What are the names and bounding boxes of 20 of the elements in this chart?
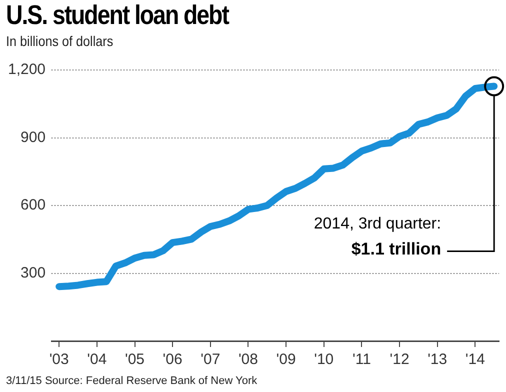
chart-title: U.S. student loan debt — [6, 0, 228, 31]
x-tick-label: '05 — [124, 351, 145, 368]
x-tick-label: '06 — [162, 351, 182, 368]
y-tick-label: 600 — [20, 196, 46, 214]
x-tick-label: '13 — [428, 351, 448, 368]
x-tick-label: '10 — [314, 351, 334, 368]
y-tick-label: 1,200 — [8, 61, 46, 78]
x-tick-label: '11 — [352, 351, 371, 368]
x-tick-label: '14 — [465, 351, 485, 368]
x-tick-label: '07 — [200, 351, 220, 368]
y-tick-label: 900 — [20, 128, 46, 146]
x-tick-label: '03 — [49, 351, 69, 368]
annotation: 2014, 3rd quarter: $1.1 trillion — [314, 215, 442, 258]
x-tick-label: '08 — [238, 351, 258, 368]
chart-subtitle: In billions of dollars — [6, 33, 114, 49]
text: 3/11/15 Source: Federal Reserve Bank of New York — [6, 375, 258, 387]
x-tick-label: '09 — [276, 351, 296, 368]
x-tick-label: '04 — [87, 351, 107, 368]
y-tick-label: 300 — [20, 264, 46, 282]
x-tick-label: '12 — [390, 351, 410, 368]
